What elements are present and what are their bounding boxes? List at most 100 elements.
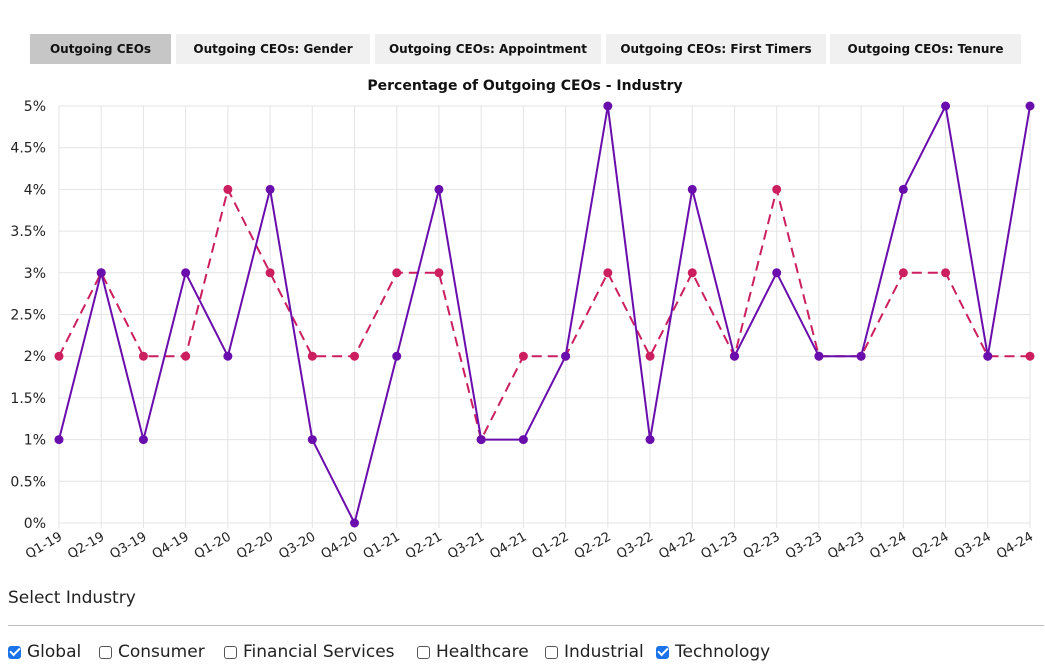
x-tick-label: Q2-24 [910,529,952,562]
select-industry-title: Select Industry [8,588,136,608]
solid-series-point [603,101,613,111]
dashed-series-point [392,268,402,278]
solid-series-point [898,184,908,194]
x-tick-label: Q2-19 [65,529,107,562]
technology-checkbox[interactable] [656,645,669,659]
solid-series-point [729,351,739,361]
consumer-checkbox[interactable] [99,645,112,659]
filter-label: Consumer [118,642,205,662]
dashed-series-point [772,184,782,194]
filter-healthcare[interactable]: Healthcare [417,642,529,662]
x-tick-label: Q3-20 [276,529,318,562]
tab-outgoing-ceos-first-timers[interactable]: Outgoing CEOs: First Timers [606,34,826,64]
dashed-series-point [434,268,444,278]
solid-series-point [561,351,571,361]
solid-series-point [856,351,866,361]
x-tick-label: Q4-23 [825,529,867,562]
solid-series-point [476,435,486,445]
filter-label: Global [27,642,82,662]
dashed-series-point [54,351,64,361]
x-tick-label: Q3-24 [952,529,994,562]
dashed-series-point [350,351,360,361]
x-tick-label: Q3-23 [783,529,825,562]
chart-title: Percentage of Outgoing CEOs - Industry [367,78,682,94]
dashed-series-point [223,184,233,194]
dashed-series-point [138,351,148,361]
solid-series-point [772,268,782,278]
solid-series-point [687,184,697,194]
x-tick-label: Q4-19 [150,529,192,562]
x-tick-label: Q1-24 [867,529,909,562]
x-tick-label: Q1-20 [192,529,234,562]
x-tick-label: Q3-21 [445,529,487,562]
x-tick-label: Q1-19 [23,529,65,562]
dashed-series-line [58,188,1030,441]
dashed-series-point [645,351,655,361]
y-tick-label: 2% [24,349,46,365]
x-tick-label: Q3-19 [108,529,150,562]
filter-label: Industrial [564,642,644,662]
y-tick-label: 1.5% [10,391,46,407]
y-tick-label: 4.5% [10,141,46,157]
solid-series-point [350,518,360,528]
filter-consumer[interactable]: Consumer [99,642,205,662]
x-tick-label: Q1-22 [530,529,572,562]
solid-series-point [941,101,951,111]
healthcare-checkbox[interactable] [417,645,430,659]
dashed-series-point [687,268,697,278]
filter-industrial[interactable]: Industrial [545,642,644,662]
y-tick-label: 0% [24,516,46,532]
filter-label: Financial Services [243,642,395,662]
chart-series [54,101,1035,528]
line-chart: Percentage of Outgoing CEOs - Industry 0… [10,78,1036,562]
tab-outgoing-ceos-gender[interactable]: Outgoing CEOs: Gender [176,34,370,64]
solid-series-line [58,105,1031,524]
y-tick-label: 1% [24,433,46,449]
dashed-series-point [181,351,191,361]
filter-label: Technology [675,642,771,662]
x-tick-label: Q1-21 [361,529,403,562]
y-tick-label: 3.5% [10,224,46,240]
solid-series-point [96,268,106,278]
filter-financial-services[interactable]: Financial Services [224,642,395,662]
x-tick-label: Q3-22 [614,529,656,562]
dashed-series-point [518,351,528,361]
global-checkbox[interactable] [8,645,21,659]
solid-series-point [983,351,993,361]
financial-services-checkbox[interactable] [224,645,237,659]
x-axis: Q1-19 Q2-19 Q3-19 Q4-19 Q1-20 Q2-20 Q3-20 Q4-20… [23,529,1036,562]
tab-outgoing-ceos-appointment[interactable]: Outgoing CEOs: Appointment [375,34,601,64]
solid-series-point [181,268,191,278]
tab-outgoing-ceos[interactable]: Outgoing CEOs [30,34,171,64]
x-tick-label: Q1-23 [699,529,741,562]
y-tick-label: 3% [24,266,46,282]
dashed-series-point [1025,351,1035,361]
solid-series-point [392,351,402,361]
filter-label: Healthcare [436,642,529,662]
x-tick-label: Q4-22 [656,529,698,562]
dashed-series-point [307,351,317,361]
x-tick-label: Q2-21 [403,529,445,562]
solid-series-point [434,184,444,194]
x-tick-label: Q4-20 [319,529,361,562]
chart-grid [58,105,1031,528]
x-tick-label: Q2-23 [741,529,783,562]
dashed-series-point [265,268,275,278]
y-tick-label: 2.5% [10,308,46,324]
filter-technology[interactable]: Technology [656,642,770,662]
filter-global[interactable]: Global [8,642,81,662]
solid-series-point [518,435,528,445]
solid-series-point [645,435,655,445]
x-tick-label: Q4-24 [994,529,1036,562]
y-axis: 0% 0.5% 1% 1.5% 2% 2.5% 3% 3.5% 4% 4.5% 5% [10,99,46,532]
industrial-checkbox[interactable] [545,645,558,659]
dashed-series-point [603,268,613,278]
solid-series-point [814,351,824,361]
x-tick-label: Q2-20 [234,529,276,562]
tab-outgoing-ceos-tenure[interactable]: Outgoing CEOs: Tenure [830,34,1021,64]
y-tick-label: 0.5% [10,474,46,490]
x-tick-label: Q4-21 [487,529,529,562]
solid-series-point [307,435,317,445]
solid-series-point [54,435,64,445]
solid-series-point [265,184,275,194]
